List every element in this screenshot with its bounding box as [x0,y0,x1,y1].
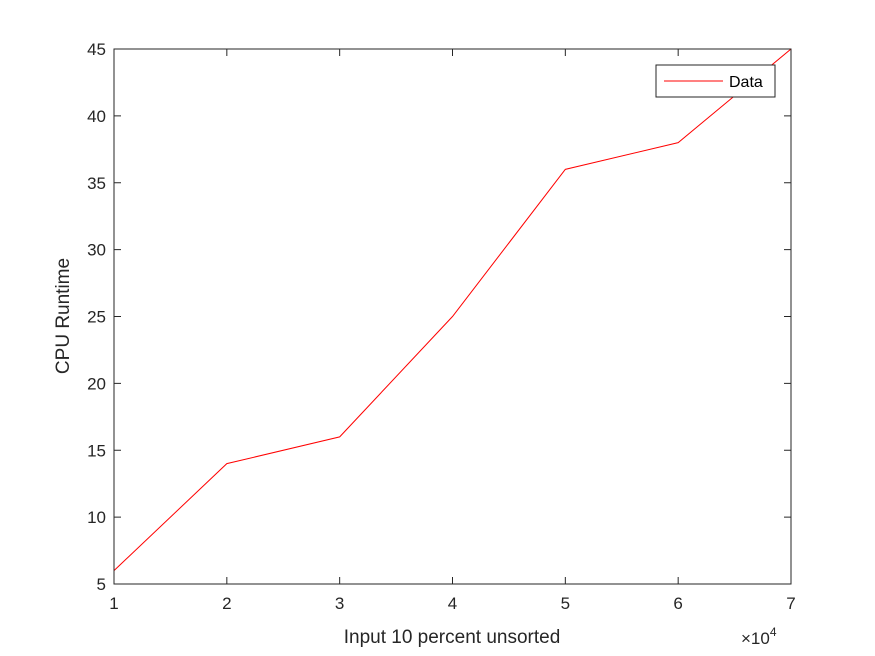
y-tick-label: 10 [87,508,106,527]
x-exponent-label: ×104 [741,625,777,648]
x-tick-label: 6 [673,594,682,613]
axis-labels: Input 10 percent unsorted CPU Runtime [53,258,560,648]
y-tick-label: 35 [87,174,106,193]
legend-entry-label: Data [729,74,763,91]
series-line-data [113,48,792,571]
y-tick-label: 25 [87,308,106,327]
x-tick-label: 2 [222,594,231,613]
svg-text:×104: ×104 [741,625,777,648]
y-axis-label: CPU Runtime [53,258,74,374]
y-tick-label: 45 [87,40,106,59]
y-tick-label: 20 [87,374,106,393]
x-exponent-power: 4 [770,625,777,639]
y-tick-label: 5 [97,575,106,594]
y-tick-label: 15 [87,441,106,460]
x-tick-label: 4 [448,594,457,613]
x-exponent-prefix: ×10 [741,629,770,648]
legend[interactable]: Data [655,64,776,98]
x-tick-label: 3 [335,594,344,613]
y-tick-label: 30 [87,241,106,260]
x-axis-label: Input 10 percent unsorted [344,627,561,648]
y-tick-label: 40 [87,107,106,126]
plot-area [113,48,792,571]
x-tick-label: 1 [109,594,118,613]
x-tick-label: 5 [561,594,570,613]
x-tick-label: 7 [786,594,795,613]
